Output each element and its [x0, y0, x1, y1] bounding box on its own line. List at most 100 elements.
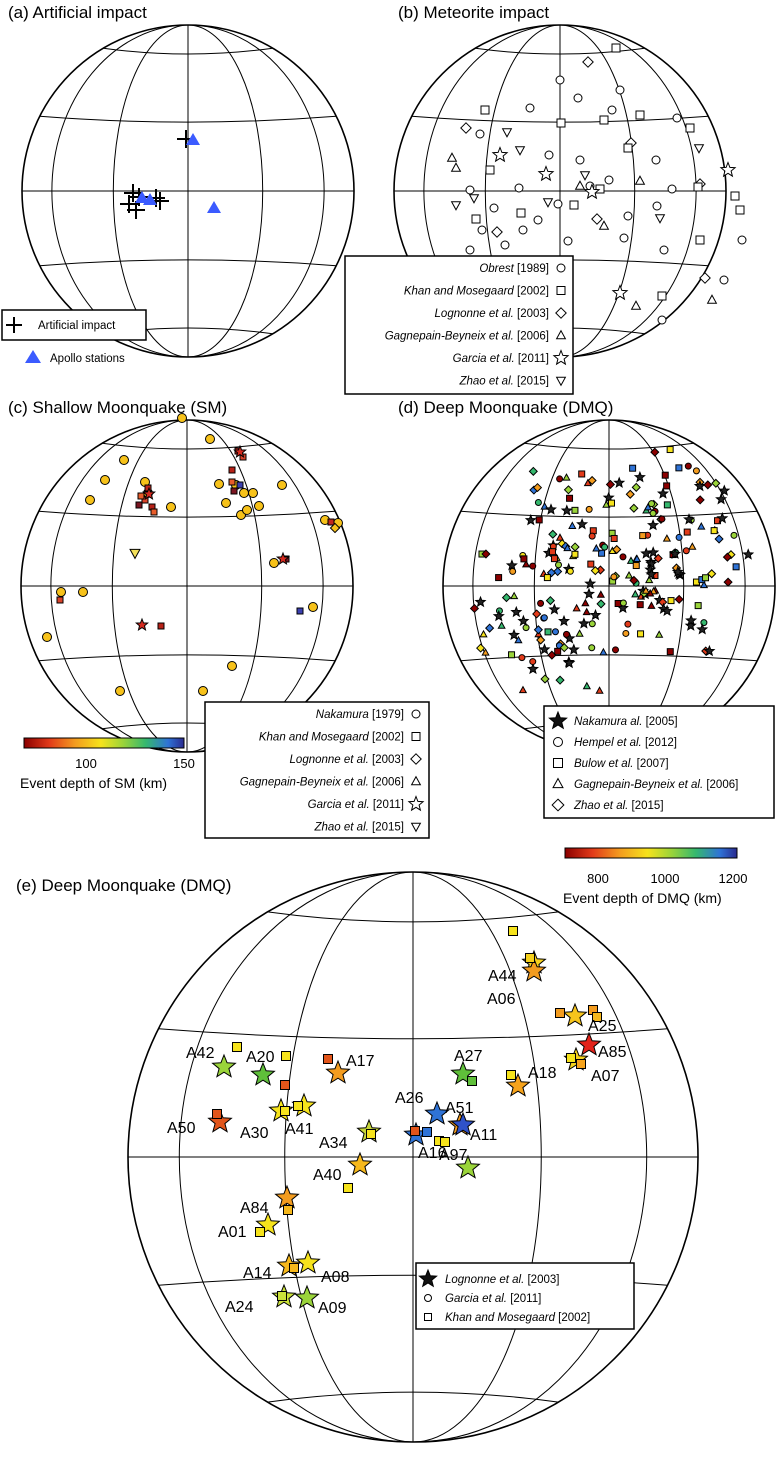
- dmq-event-marker: [535, 516, 543, 524]
- dmq-event-marker: [520, 555, 528, 563]
- dmq-event-marker: [567, 643, 580, 655]
- dmq-event-marker: [619, 553, 627, 561]
- dmq-event-marker: [522, 624, 530, 632]
- dmq-station-a08: [295, 1249, 321, 1274]
- dmq-event-marker: [645, 568, 658, 580]
- dmq-event-marker: [688, 542, 697, 550]
- dmq-event-marker: [548, 529, 558, 539]
- dmq-station-marker: [592, 1012, 602, 1022]
- dmq-event-marker: [551, 628, 559, 636]
- dmq-event-marker: [607, 499, 615, 507]
- globe-a-meridian: [51, 24, 325, 358]
- dmq-event-marker: [587, 560, 595, 568]
- sm-event-marker: [227, 661, 237, 671]
- legend-e-item-1: Garcia et al. [2011]: [445, 1293, 541, 1305]
- legend-c-item-0-author: Nakamura: [316, 709, 369, 721]
- dmq-event-marker: [732, 563, 740, 571]
- dmq-event-marker: [658, 515, 666, 523]
- legend-d-item-2-year: [2007]: [633, 758, 668, 770]
- dmq-event-marker: [559, 643, 569, 653]
- dmq-event-marker: [683, 528, 691, 536]
- legend-c-item-0: Nakamura [1979]: [316, 709, 404, 721]
- sm-event-marker: [242, 505, 252, 515]
- dmq-event-marker: [568, 521, 577, 529]
- meteorite-impact-marker: [611, 43, 621, 53]
- dmq-event-marker: [545, 595, 555, 606]
- dmq-station-marker: [277, 1291, 287, 1301]
- meteorite-impact-marker: [556, 118, 566, 128]
- dmq-event-marker: [521, 559, 531, 568]
- legend-b-item-4-year: [2011]: [515, 353, 549, 365]
- dmq-event-marker: [505, 559, 518, 571]
- dmq-event-marker: [562, 473, 571, 481]
- dmq-station-a01: [255, 1211, 281, 1236]
- dmq-event-marker: [588, 620, 596, 628]
- dmq-event-marker: [599, 647, 608, 656]
- dmq-station-a26: [424, 1100, 450, 1125]
- meteorite-impact-marker: [450, 162, 462, 172]
- dmq-station-marker: [440, 1137, 450, 1147]
- legend-b-diamond-icon: [555, 307, 567, 319]
- legend-c-item-4-year: [2011]: [370, 799, 404, 811]
- legend-c-item-0-year: [1979]: [369, 709, 404, 721]
- dmq-event-marker: [571, 550, 579, 558]
- legend-b-item-1-author: Khan and Mosegaard: [404, 286, 515, 298]
- dmq-event-marker: [492, 609, 505, 622]
- dmq-event-marker: [610, 573, 618, 581]
- sm-event-marker: [308, 602, 318, 612]
- legend-c-item-2: Lognonne et al. [2003]: [290, 754, 404, 766]
- sm-event-marker: [135, 501, 143, 509]
- dmq-event-marker: [661, 604, 674, 617]
- dmq-station-marker: [422, 1127, 432, 1137]
- dmq-event-marker: [624, 620, 632, 628]
- sm-event-marker: [214, 479, 224, 489]
- legend-d-item-3-author: Gagnepain-Beyneix et al.: [574, 779, 703, 791]
- legend-e-square-icon: [424, 1313, 432, 1321]
- dmq-station-a42: [211, 1053, 237, 1078]
- dmq-station-a85: [576, 1031, 602, 1056]
- dmq-event-marker: [554, 647, 562, 655]
- dmq-event-marker: [624, 570, 634, 579]
- legend-b-item-5-year: [2015]: [514, 376, 549, 388]
- dmq-event-marker: [703, 480, 713, 490]
- dmq-station-a06: [521, 957, 547, 982]
- meteorite-impact-marker: [719, 275, 729, 285]
- meteorite-impact-marker: [514, 146, 526, 156]
- legend-c-item-5: Zhao et al. [2015]: [313, 822, 404, 834]
- dmq-event-marker: [501, 592, 512, 603]
- dmq-event-marker: [666, 648, 674, 656]
- sm-event-marker: [157, 622, 165, 630]
- meteorite-impact-marker: [475, 129, 485, 139]
- dmq-event-marker: [661, 471, 669, 479]
- legend-d-item-4: Zhao et al. [2015]: [573, 800, 664, 812]
- dmq-event-marker: [613, 476, 626, 489]
- dmq-event-marker: [716, 511, 729, 524]
- panel-d-title: (d) Deep Moonquake (DMQ): [398, 398, 613, 417]
- legend-d-item-2: Bulow et al. [2007]: [574, 758, 669, 770]
- dmq-event-marker: [699, 580, 709, 589]
- legend-b-item-2-author: Lognonne et al.: [435, 308, 514, 320]
- dmq-station-marker: [506, 1070, 516, 1080]
- sm-event-marker: [141, 496, 149, 504]
- legend-d-item-1: Hempel et al. [2012]: [574, 737, 677, 749]
- meteorite-impact-marker: [446, 152, 458, 162]
- sm-event-marker: [78, 587, 88, 597]
- legend-c-item-3: Gagnepain-Beyneix et al. [2006]: [240, 777, 404, 789]
- dmq-event-marker: [583, 587, 596, 600]
- dmq-event-marker: [540, 614, 548, 622]
- dmq-event-marker: [532, 609, 542, 619]
- dmq-event-marker: [610, 534, 618, 542]
- dmq-event-marker: [529, 658, 537, 666]
- globe-c: [20, 419, 354, 753]
- dmq-event-marker: [715, 493, 728, 505]
- legend-c-item-1-year: [2002]: [369, 732, 404, 744]
- dmq-event-marker: [605, 479, 616, 490]
- dmq-event-marker: [640, 547, 653, 559]
- globe-a: [21, 24, 355, 358]
- dmq-station-a11: [450, 1111, 476, 1136]
- sm-event-marker: [236, 481, 244, 489]
- dmq-event-marker: [702, 574, 710, 582]
- meteorite-impact-marker: [652, 201, 662, 211]
- dmq-event-marker: [544, 503, 557, 515]
